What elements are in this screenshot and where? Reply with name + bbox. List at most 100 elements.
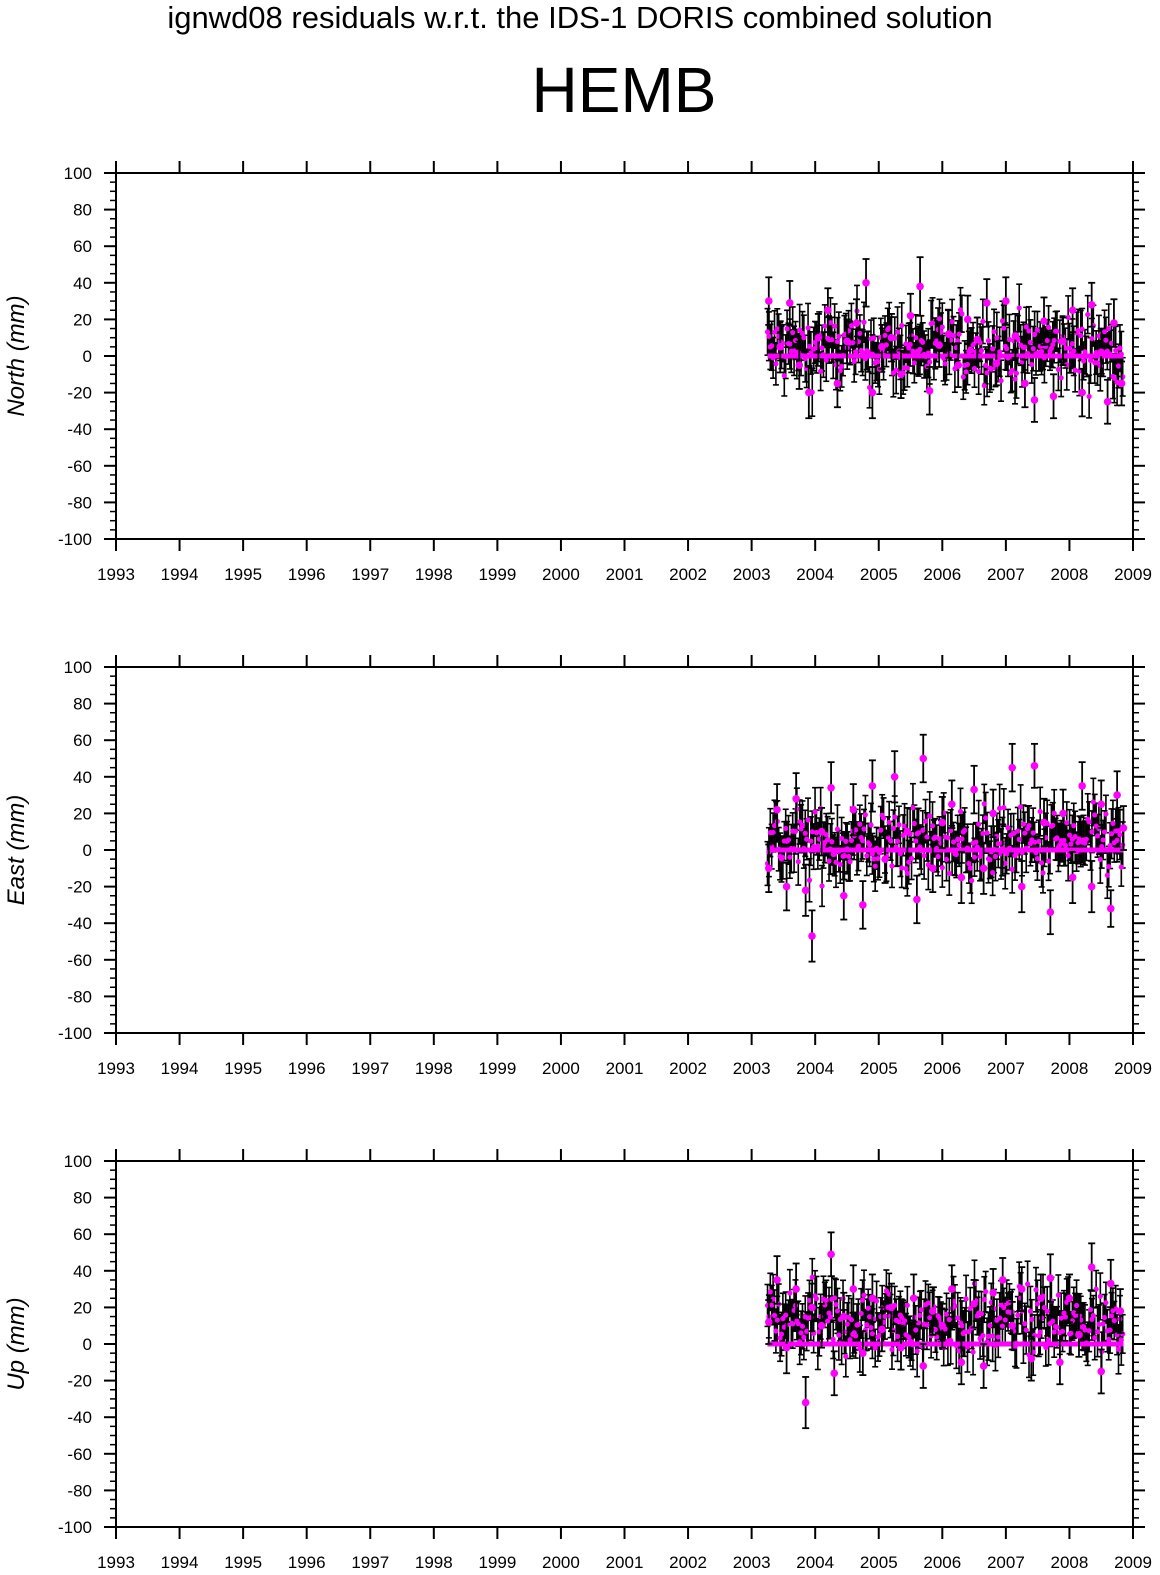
data-point: [911, 820, 917, 827]
data-point: [1100, 837, 1106, 843]
data-point: [1115, 363, 1122, 369]
data-point: [980, 1332, 986, 1339]
data-point: [908, 855, 915, 861]
data-point: [981, 801, 987, 807]
data-point: [1051, 810, 1057, 816]
data-point: [862, 279, 870, 287]
data-point: [1079, 326, 1085, 332]
data-point: [839, 363, 845, 369]
data-point: [887, 333, 896, 342]
data-point: [948, 827, 954, 834]
x-tick-label: 2001: [606, 1059, 644, 1078]
data-point: [864, 1322, 870, 1328]
data-point: [899, 322, 905, 329]
data-point: [956, 1348, 962, 1354]
data-point: [1078, 388, 1086, 397]
y-tick-label: -100: [58, 530, 92, 549]
data-point: [944, 330, 953, 338]
data-point: [1064, 362, 1070, 368]
data-point: [904, 365, 910, 371]
data-point: [871, 335, 877, 341]
data-point: [1038, 348, 1045, 355]
data-point: [959, 1323, 965, 1329]
data-point: [892, 814, 898, 820]
data-point: [1065, 1294, 1074, 1303]
data-point: [824, 306, 832, 315]
data-point: [832, 323, 838, 329]
data-point: [1062, 842, 1068, 848]
data-point: [1103, 397, 1112, 406]
data-point: [956, 331, 962, 337]
data-point: [839, 1312, 848, 1321]
data-point: [837, 368, 843, 374]
data-point: [979, 864, 988, 873]
y-tick-label: -100: [58, 1518, 92, 1537]
data-point: [808, 1303, 816, 1312]
data-point: [1051, 1329, 1057, 1335]
data-point: [853, 827, 859, 833]
y-tick-label: 80: [73, 1189, 92, 1208]
data-point: [1068, 873, 1077, 882]
data-point: [801, 886, 810, 895]
data-point: [957, 808, 964, 815]
data-point: [1087, 1307, 1094, 1313]
data-point: [1106, 904, 1115, 913]
data-point: [1046, 1274, 1055, 1282]
data-point: [785, 837, 792, 843]
data-point: [783, 825, 789, 832]
data-point: [1072, 367, 1078, 373]
data-point: [1032, 331, 1038, 338]
data-point: [1089, 829, 1095, 835]
data-point: [1097, 856, 1103, 862]
data-point: [917, 1312, 923, 1318]
x-tick-label: 2002: [669, 565, 707, 584]
data-point: [1026, 328, 1032, 334]
data-point: [818, 368, 824, 374]
x-tick-label: 1999: [478, 565, 516, 584]
data-point: [836, 1332, 842, 1338]
y-axis-label: East (mm): [3, 795, 30, 906]
data-point: [1096, 1321, 1102, 1327]
x-tick-label: 2004: [796, 565, 834, 584]
data-point: [825, 837, 831, 843]
data-point: [948, 1285, 956, 1293]
x-tick-label: 2006: [923, 1553, 961, 1572]
data-point: [1107, 843, 1113, 849]
data-point: [1023, 324, 1029, 330]
data-point: [971, 365, 978, 372]
data-point: [846, 853, 852, 860]
data-point: [969, 877, 975, 884]
data-point: [816, 836, 822, 842]
data-point: [983, 815, 989, 821]
data-point: [1076, 368, 1082, 374]
data-point: [983, 299, 991, 307]
data-point: [783, 1312, 789, 1318]
x-tick-label: 2009: [1114, 1553, 1152, 1572]
data-point: [894, 329, 901, 335]
data-point: [1106, 864, 1112, 870]
data-point: [771, 1312, 778, 1318]
data-point: [859, 1349, 867, 1357]
data-point: [927, 1315, 933, 1321]
data-point: [1114, 837, 1120, 843]
data-point: [787, 341, 793, 347]
y-tick-label: 0: [83, 1335, 92, 1354]
data-point: [1094, 833, 1101, 839]
data-point: [924, 834, 930, 840]
data-point: [1097, 1293, 1103, 1300]
data-point: [943, 856, 950, 863]
data-point: [1056, 1358, 1064, 1367]
data-point: [967, 865, 973, 871]
data-point: [881, 855, 889, 863]
data-point: [843, 337, 851, 346]
data-point: [1046, 908, 1055, 917]
data-point: [1107, 1327, 1113, 1333]
data-point: [936, 316, 943, 322]
data-point: [1087, 882, 1096, 891]
data-point: [997, 1315, 1003, 1321]
data-point: [1040, 818, 1048, 827]
data-point: [785, 299, 794, 307]
data-point: [1054, 835, 1060, 841]
x-tick-label: 1997: [351, 1059, 389, 1078]
data-point: [1071, 348, 1077, 354]
